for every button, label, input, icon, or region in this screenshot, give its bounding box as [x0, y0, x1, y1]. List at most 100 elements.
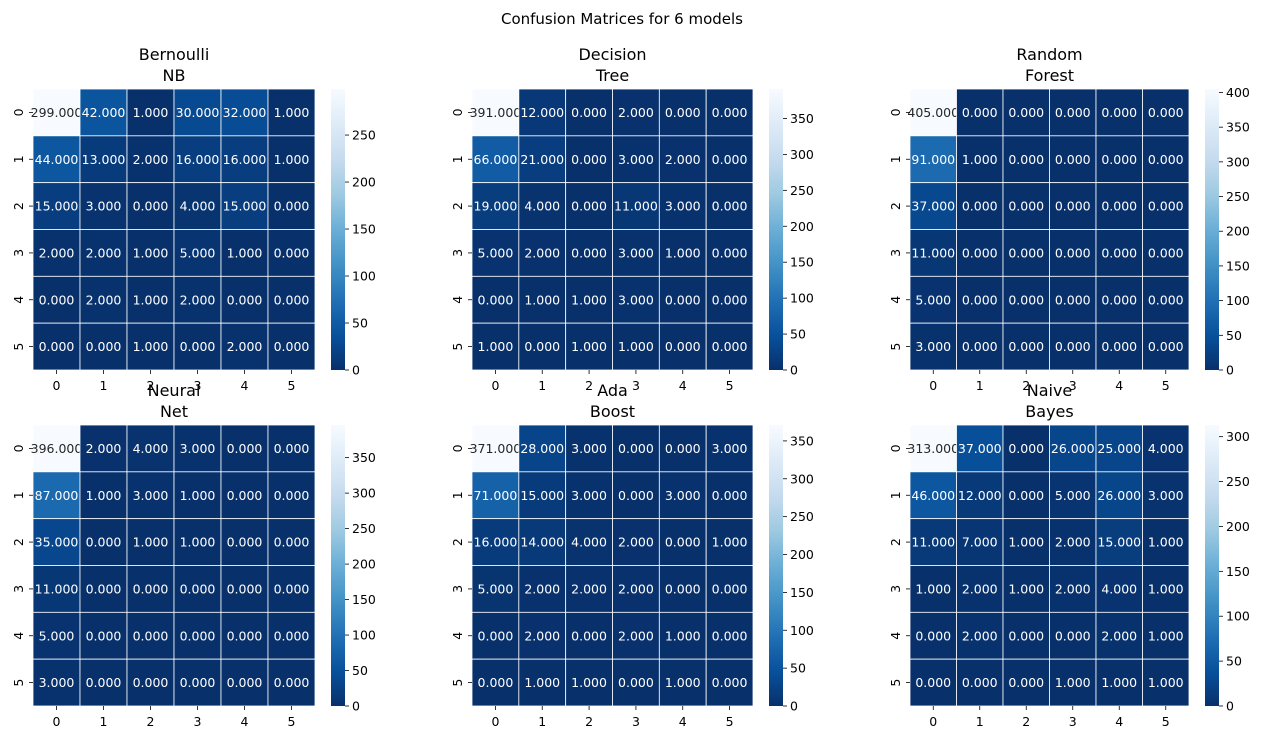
colorbar-tick-label: 200	[1226, 519, 1250, 534]
cell-label: 3.000	[618, 292, 654, 307]
heatmap-cell	[909, 182, 957, 230]
cell-label: 37.000	[911, 199, 955, 214]
colorbar-tick-label: 250	[790, 509, 814, 524]
heatmap-cell	[956, 565, 1004, 613]
heatmap-cell	[705, 88, 754, 137]
cell-label: 0.000	[962, 292, 998, 307]
cell-label: 1.000	[478, 339, 514, 354]
cell-label: 3.000	[571, 441, 607, 456]
cell-label: 391.000	[470, 105, 522, 120]
colorbar-tick-label: 0	[352, 699, 360, 714]
cell-label: 0.000	[1101, 339, 1137, 354]
x-tick-label: 4	[241, 714, 249, 729]
x-tick-label: 2	[1022, 714, 1030, 729]
heatmap-cell	[705, 135, 754, 184]
heatmap-cell	[612, 322, 660, 371]
cell-label: 0.000	[86, 581, 122, 596]
colorbar-tick-label: 200	[352, 175, 376, 190]
heatmap-cell	[909, 658, 957, 707]
cell-label: 15.000	[35, 199, 79, 214]
cell-label: 0.000	[712, 675, 748, 690]
cell-label: 32.000	[223, 105, 267, 120]
heatmap-cell	[471, 182, 520, 230]
y-tick-label: 0	[888, 444, 903, 452]
panel-title: Decision	[578, 45, 646, 64]
heatmap-cell	[1142, 658, 1190, 707]
heatmap-cell	[173, 229, 222, 277]
x-tick-label: 0	[929, 714, 937, 729]
panel-title: Tree	[595, 66, 629, 85]
cell-label: 16.000	[176, 152, 220, 167]
cell-label: 2.000	[1055, 535, 1091, 550]
cell-label: 0.000	[665, 441, 701, 456]
heatmap-cell	[220, 518, 269, 566]
colorbar	[769, 425, 783, 706]
x-tick-label: 4	[1115, 714, 1123, 729]
x-tick-label: 1	[100, 378, 108, 393]
cell-label: 19.000	[474, 199, 518, 214]
cell-label: 0.000	[712, 488, 748, 503]
heatmap-cell	[658, 471, 707, 520]
x-tick-label: 2	[1022, 378, 1030, 393]
cell-label: 1.000	[524, 292, 560, 307]
cell-label: 0.000	[915, 628, 951, 643]
cell-label: 5.000	[478, 581, 514, 596]
cell-label: 0.000	[86, 339, 122, 354]
cell-label: 2.000	[1101, 628, 1137, 643]
y-tick-label: 1	[11, 155, 26, 163]
panel-title: Boost	[590, 402, 635, 421]
cell-label: 1.000	[665, 675, 701, 690]
x-tick-label: 1	[538, 714, 546, 729]
cell-label: 0.000	[133, 675, 169, 690]
y-tick-label: 5	[450, 679, 465, 687]
heatmap-cell	[1049, 135, 1097, 184]
cell-label: 0.000	[227, 441, 263, 456]
cell-label: 0.000	[571, 628, 607, 643]
heatmap-cell	[173, 658, 222, 707]
heatmap-cell	[705, 565, 754, 613]
cell-label: 2.000	[962, 581, 998, 596]
heatmap-cell	[956, 658, 1004, 707]
cell-label: 0.000	[962, 199, 998, 214]
cell-label: 2.000	[1055, 581, 1091, 596]
heatmap-cell	[705, 229, 754, 277]
cell-label: 2.000	[86, 245, 122, 260]
cell-label: 1.000	[180, 488, 216, 503]
cell-label: 0.000	[571, 152, 607, 167]
heatmap-cell	[173, 135, 222, 184]
cell-label: 0.000	[712, 245, 748, 260]
y-tick-label: 0	[11, 108, 26, 116]
colorbar	[769, 89, 783, 370]
heatmap-cell	[267, 424, 316, 473]
heatmap-cell	[1142, 322, 1190, 371]
cell-label: 0.000	[274, 581, 310, 596]
colorbar-tick-label: 0	[1226, 699, 1234, 714]
cell-label: 25.000	[1097, 441, 1141, 456]
cell-label: 0.000	[1055, 152, 1091, 167]
colorbar-tick-label: 250	[352, 128, 376, 143]
heatmap-cell	[1049, 658, 1097, 707]
x-tick-label: 2	[147, 714, 155, 729]
y-tick-label: 1	[450, 155, 465, 163]
cell-label: 0.000	[478, 628, 514, 643]
x-tick-label: 5	[288, 378, 296, 393]
heatmap-cell	[79, 471, 128, 520]
y-tick-label: 3	[450, 249, 465, 257]
panel-title: Forest	[1025, 66, 1074, 85]
cell-label: 0.000	[665, 339, 701, 354]
y-tick-label: 3	[450, 585, 465, 593]
colorbar-tick-label: 300	[1226, 429, 1250, 444]
y-tick-label: 4	[450, 296, 465, 304]
cell-label: 4.000	[133, 441, 169, 456]
cell-label: 2.000	[227, 339, 263, 354]
heatmap-cell	[612, 424, 660, 473]
cell-label: 0.000	[133, 628, 169, 643]
y-tick-label: 0	[450, 444, 465, 452]
colorbar-tick-label: 300	[1226, 154, 1250, 169]
y-tick-label: 1	[888, 491, 903, 499]
cell-label: 0.000	[274, 535, 310, 550]
heatmap-cell	[1002, 424, 1050, 473]
heatmap-cell	[1049, 88, 1097, 137]
cell-label: 0.000	[665, 105, 701, 120]
y-tick-label: 5	[888, 343, 903, 351]
